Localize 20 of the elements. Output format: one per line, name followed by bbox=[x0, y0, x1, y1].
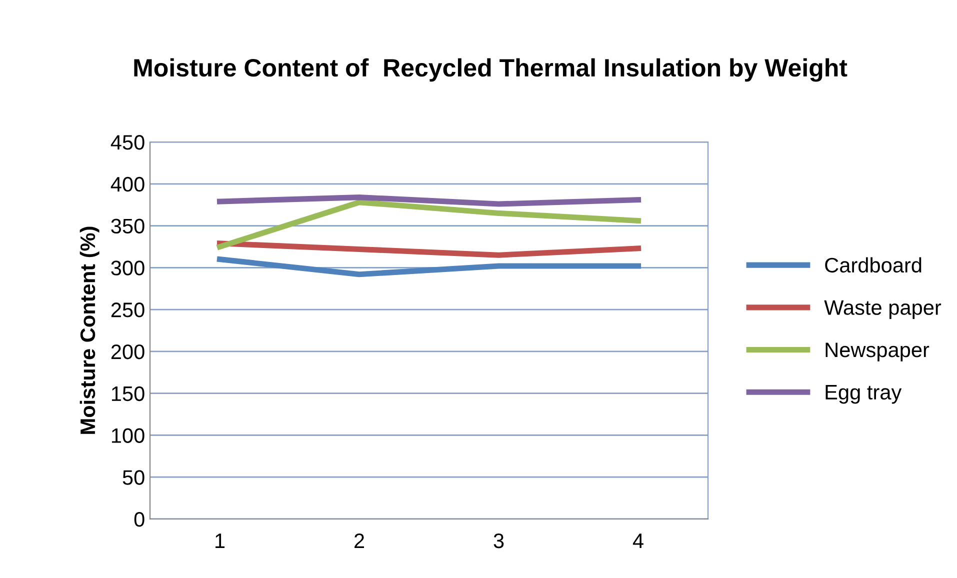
y-tick-label: 0 bbox=[134, 512, 144, 527]
chart-title: Moisture Content of Recycled Thermal Insulation by Weight bbox=[134, 58, 848, 82]
legend-label: Cardboard bbox=[825, 257, 922, 273]
legend-label: Waste paper bbox=[824, 300, 942, 320]
legend-label: Newspaper bbox=[826, 342, 930, 362]
x-tick-label: 1 bbox=[216, 534, 225, 548]
x-tick-label: 4 bbox=[632, 534, 644, 548]
legend-label: Egg tray bbox=[826, 385, 902, 404]
y-tick-label: 450 bbox=[110, 135, 144, 150]
y-tick-label: 100 bbox=[112, 428, 144, 443]
y-axis-title: Moisture Content (%) bbox=[80, 226, 100, 434]
y-tick-label: 150 bbox=[112, 386, 144, 402]
y-tick-label: 400 bbox=[110, 176, 144, 192]
y-tick-label: 250 bbox=[111, 302, 144, 318]
x-tick-label: 2 bbox=[354, 533, 364, 548]
x-tick-label: 3 bbox=[494, 533, 504, 548]
y-tick-label: 200 bbox=[111, 344, 144, 360]
y-tick-label: 50 bbox=[122, 470, 144, 485]
y-tick-label: 350 bbox=[111, 218, 144, 234]
y-tick-label: 300 bbox=[111, 260, 144, 276]
